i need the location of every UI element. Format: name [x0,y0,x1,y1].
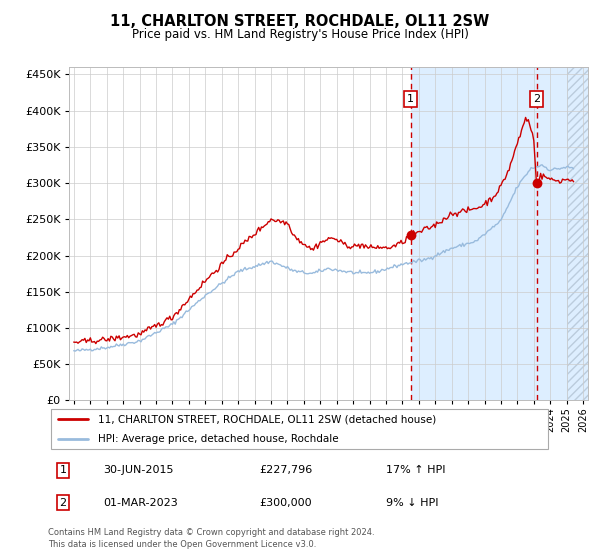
Bar [566,67,588,400]
Text: HPI: Average price, detached house, Rochdale: HPI: Average price, detached house, Roch… [98,435,339,445]
Text: Price paid vs. HM Land Registry's House Price Index (HPI): Price paid vs. HM Land Registry's House … [131,28,469,41]
Text: 11, CHARLTON STREET, ROCHDALE, OL11 2SW (detached house): 11, CHARLTON STREET, ROCHDALE, OL11 2SW … [98,414,437,424]
Text: 1: 1 [59,465,67,475]
Text: 01-MAR-2023: 01-MAR-2023 [103,498,178,507]
Bar [410,67,566,400]
Text: 30-JUN-2015: 30-JUN-2015 [103,465,174,475]
Bar [566,67,588,400]
Text: 17% ↑ HPI: 17% ↑ HPI [386,465,445,475]
Text: 9% ↓ HPI: 9% ↓ HPI [386,498,438,507]
Text: £300,000: £300,000 [260,498,313,507]
Text: This data is licensed under the Open Government Licence v3.0.: This data is licensed under the Open Gov… [48,540,316,549]
Point [532,179,541,188]
Point [406,231,415,240]
Text: 2: 2 [533,94,540,104]
Text: 2: 2 [59,498,67,507]
Text: 1: 1 [407,94,414,104]
Text: Contains HM Land Registry data © Crown copyright and database right 2024.: Contains HM Land Registry data © Crown c… [48,528,374,537]
FancyBboxPatch shape [50,409,548,449]
Text: £227,796: £227,796 [260,465,313,475]
Text: 11, CHARLTON STREET, ROCHDALE, OL11 2SW: 11, CHARLTON STREET, ROCHDALE, OL11 2SW [110,14,490,29]
